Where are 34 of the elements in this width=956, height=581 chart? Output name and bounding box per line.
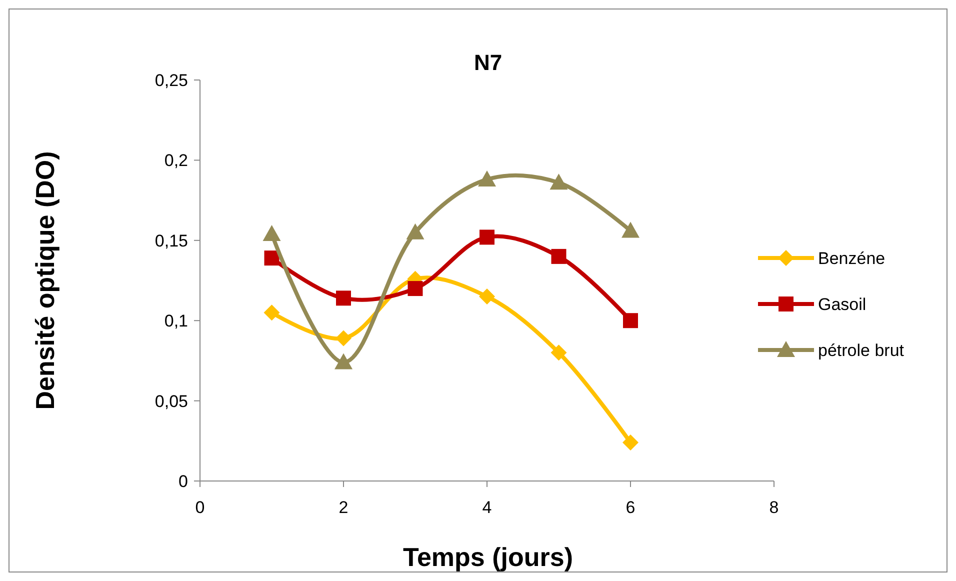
point bbox=[622, 434, 638, 451]
point bbox=[336, 290, 351, 306]
y-tick-label: 0,1 bbox=[164, 312, 188, 331]
point bbox=[264, 304, 280, 321]
legend-label: pétrole brut bbox=[818, 340, 904, 360]
y-axis-title: Densité optique (DO) bbox=[30, 151, 60, 410]
point bbox=[551, 248, 566, 264]
x-tick-label: 6 bbox=[626, 498, 636, 517]
point bbox=[622, 222, 640, 238]
y-tick-label: 0,25 bbox=[154, 70, 188, 90]
x-tick-label: 4 bbox=[482, 498, 492, 517]
point bbox=[623, 313, 638, 328]
point bbox=[480, 230, 494, 245]
point bbox=[334, 353, 352, 370]
y-tick-label: 0,2 bbox=[164, 151, 188, 170]
point bbox=[550, 174, 568, 190]
point bbox=[479, 288, 495, 305]
x-tick-label: 0 bbox=[195, 498, 205, 517]
point bbox=[408, 281, 423, 296]
point bbox=[478, 170, 496, 186]
y-tick-label: 0 bbox=[178, 472, 188, 491]
point bbox=[336, 330, 352, 346]
x-tick-label: 8 bbox=[769, 498, 779, 517]
point bbox=[406, 223, 424, 240]
point bbox=[550, 344, 567, 361]
legend-label: Benzéne bbox=[818, 248, 886, 268]
point bbox=[262, 224, 281, 241]
legend-label: Gasoil bbox=[818, 294, 866, 314]
chart-title: N7 bbox=[474, 50, 502, 75]
x-axis-title: Temps (jours) bbox=[403, 542, 573, 572]
y-tick-label: 0,05 bbox=[154, 392, 188, 411]
y-tick-label: 0,15 bbox=[154, 231, 188, 250]
x-tick-label: 2 bbox=[338, 498, 348, 517]
point bbox=[264, 250, 280, 266]
